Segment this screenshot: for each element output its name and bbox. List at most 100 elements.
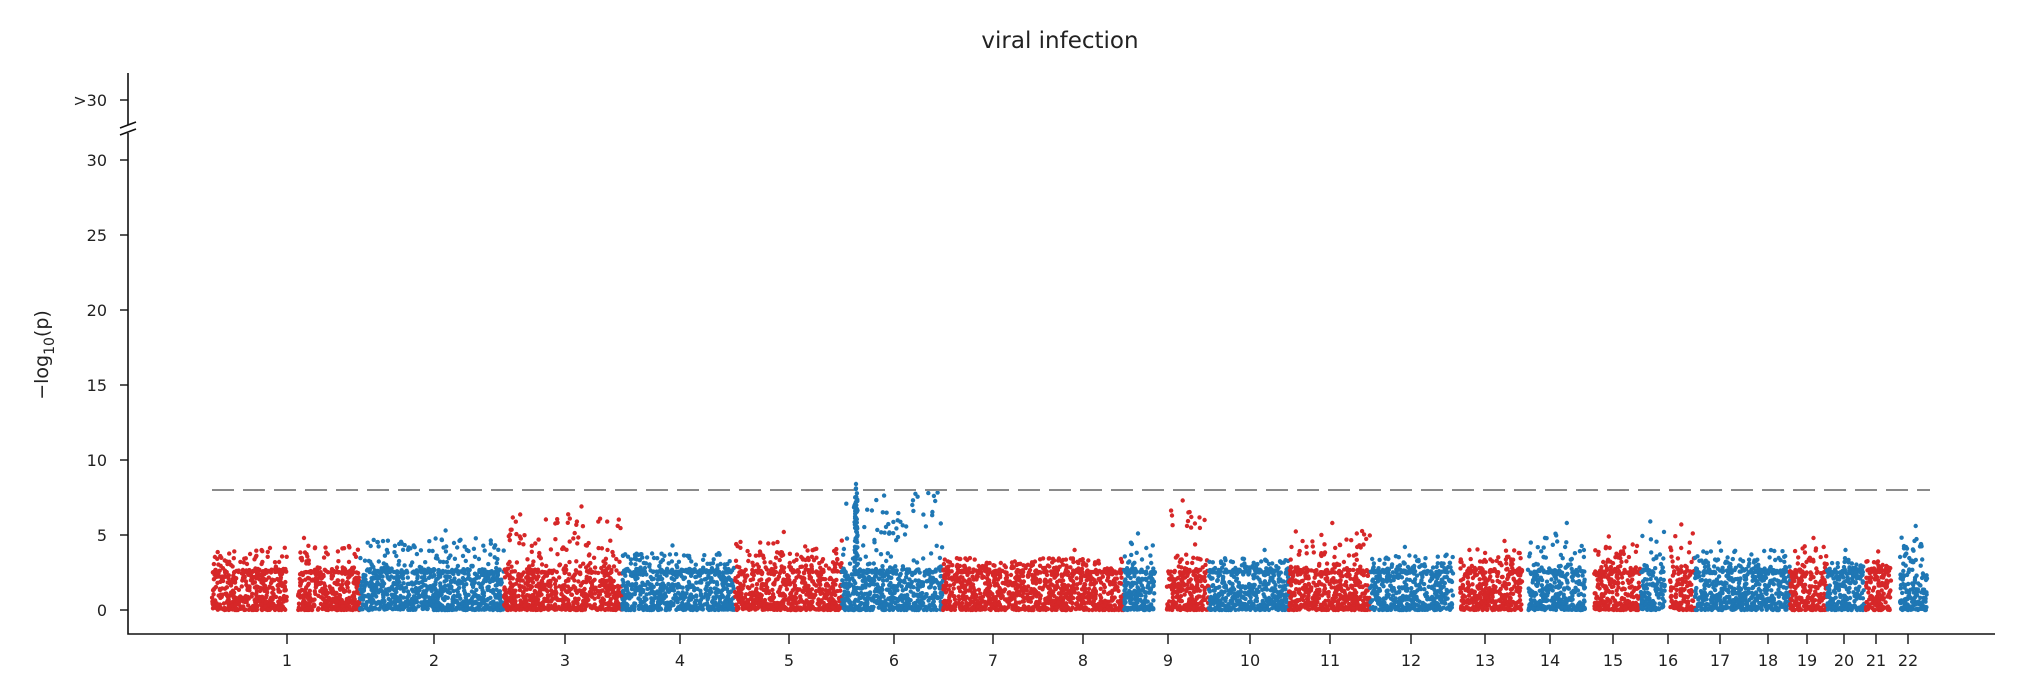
snp-point-chr3-2289 xyxy=(512,593,517,598)
snp-point-chr4-2968 xyxy=(692,588,697,593)
snp-point-chr3-2429 xyxy=(567,559,572,565)
snp-point-chr6-4380 xyxy=(900,564,906,569)
snp-point-chr6-4298 xyxy=(902,532,908,537)
snp-point-chr3-2394 xyxy=(525,557,530,562)
snp-point-chr1-678 xyxy=(302,589,308,594)
snp-point-chr4-2946 xyxy=(720,583,726,588)
snp-point-chr1-621 xyxy=(298,583,303,588)
snp-point-chr1-229 xyxy=(281,599,287,604)
snp-point-chr7-4777 xyxy=(1002,587,1008,592)
snp-point-chr1-813 xyxy=(355,547,361,552)
snp-point-chr2-1596 xyxy=(444,544,449,549)
snp-point-chr3-2283 xyxy=(614,599,620,604)
snp-point-chr5-3252 xyxy=(813,592,818,598)
snp-point-chr3-2276 xyxy=(550,589,555,595)
snp-point-chr1-37 xyxy=(211,592,216,597)
snp-point-chr5-3614 xyxy=(766,590,772,596)
snp-point-chr4-2909 xyxy=(666,581,671,587)
snp-point-chr4-2913 xyxy=(642,598,647,604)
snp-point-chr1-707 xyxy=(335,578,341,583)
snp-point-chr3-2175 xyxy=(534,600,539,606)
snp-point-chr2-1533 xyxy=(481,601,487,606)
snp-point-chr5-3756 xyxy=(777,551,782,556)
y-axis-label-main: −log xyxy=(31,355,53,400)
snp-point-chr3-2408 xyxy=(617,559,622,564)
snp-point-chr2-1507 xyxy=(415,586,420,592)
snp-point-chr6-4232 xyxy=(866,606,871,611)
snp-point-chr5-3764 xyxy=(830,560,836,565)
snp-point-chr3-2116 xyxy=(554,607,559,612)
snp-point-chr1-401 xyxy=(215,570,220,575)
snp-point-chr6-4286 xyxy=(861,543,866,548)
snp-point-chr6-4240 xyxy=(929,579,935,584)
snp-point-chr5-3549 xyxy=(781,577,786,582)
snp-point-chr5-3575 xyxy=(791,600,796,605)
snp-point-chr6-4279 xyxy=(910,572,915,578)
y-axis-label-tail: (p) xyxy=(31,310,53,337)
snp-point-chr3-2269 xyxy=(601,578,606,583)
snp-point-chr2-1629 xyxy=(418,548,424,553)
snp-point-chr2-1515 xyxy=(490,604,496,609)
snp-point-chr5-3634 xyxy=(825,591,830,596)
snp-point-chr6-4370 xyxy=(879,530,884,535)
snp-point-chr3-2384 xyxy=(574,559,579,564)
snp-point-chr5-3520 xyxy=(792,586,797,591)
snp-point-chr2-1450 xyxy=(409,599,415,604)
snp-point-chr5-3424 xyxy=(761,587,766,593)
snp-point-chr7-4816 xyxy=(941,599,947,604)
snp-point-chr2-1630 xyxy=(392,543,398,548)
snp-point-chr3-1915 xyxy=(508,580,513,586)
snp-point-chr3-2166 xyxy=(571,601,576,607)
snp-point-chr3-2095 xyxy=(542,582,547,587)
snp-point-chr5-3774 xyxy=(823,563,829,568)
snp-point-chr6-4197 xyxy=(926,598,931,603)
snp-point-chr3-2365 xyxy=(566,512,571,517)
snp-point-chr2-1525 xyxy=(488,595,493,600)
snp-point-chr1-835 xyxy=(298,550,303,555)
snp-point-chr1-791 xyxy=(335,549,341,554)
snp-point-chr3-2376 xyxy=(521,542,526,547)
snp-point-chr6-4202 xyxy=(870,595,876,601)
snp-point-chr1-110 xyxy=(222,573,228,579)
snp-point-chr6-4382 xyxy=(930,570,935,575)
snp-point-chr1-347 xyxy=(249,574,254,579)
snp-point-chr2-1222 xyxy=(461,585,466,590)
snp-point-chr7-4779 xyxy=(1017,600,1022,605)
snp-point-chr1-344 xyxy=(269,598,274,603)
snp-point-chr3-2369 xyxy=(529,549,534,554)
snp-point-chr3-2419 xyxy=(547,568,552,573)
snp-point-chr6-4301 xyxy=(939,545,945,550)
snp-point-chr5-3633 xyxy=(761,602,766,607)
snp-point-chr5-3576 xyxy=(828,597,833,602)
snp-point-chr4-3079 xyxy=(693,562,698,567)
snp-point-chr3-2345 xyxy=(578,564,583,569)
snp-point-chr2-1682 xyxy=(371,564,376,570)
snp-point-chr6-4281 xyxy=(880,510,885,515)
snp-point-chr6-4357 xyxy=(887,565,893,570)
snp-point-chr3-2261 xyxy=(503,596,508,601)
snp-point-chr4-2791 xyxy=(625,580,631,585)
snp-point-chr1-218 xyxy=(271,591,276,597)
snp-point-chr5-3730 xyxy=(773,565,778,570)
snp-point-chr2-1579 xyxy=(396,558,402,564)
snp-point-chr1-790 xyxy=(306,558,311,563)
snp-point-chr4-2920 xyxy=(728,577,734,583)
snp-point-chr1-821 xyxy=(349,567,354,572)
snp-point-chr2-1258 xyxy=(439,592,444,597)
snp-point-chr1-428 xyxy=(254,553,259,558)
snp-point-chr2-1118 xyxy=(398,593,403,599)
data-points xyxy=(209,481,1930,613)
snp-point-chr7-4952 xyxy=(961,563,967,569)
snp-point-chr2-1122 xyxy=(423,577,428,583)
snp-point-chr4-3010 xyxy=(702,553,707,558)
snp-point-chr1-725 xyxy=(339,584,344,589)
snp-point-chr3-2422 xyxy=(557,562,563,567)
snp-point-chr2-1353 xyxy=(444,575,449,580)
snp-point-chr6-4389 xyxy=(863,554,868,559)
snp-point-chr1-800 xyxy=(334,565,340,570)
snp-point-chr3-2415 xyxy=(596,519,601,524)
snp-point-chr7-4817 xyxy=(986,585,992,591)
snp-point-chr5-3684 xyxy=(743,567,748,572)
snp-point-chr1-825 xyxy=(325,552,330,557)
snp-point-chr2-1436 xyxy=(362,593,367,598)
